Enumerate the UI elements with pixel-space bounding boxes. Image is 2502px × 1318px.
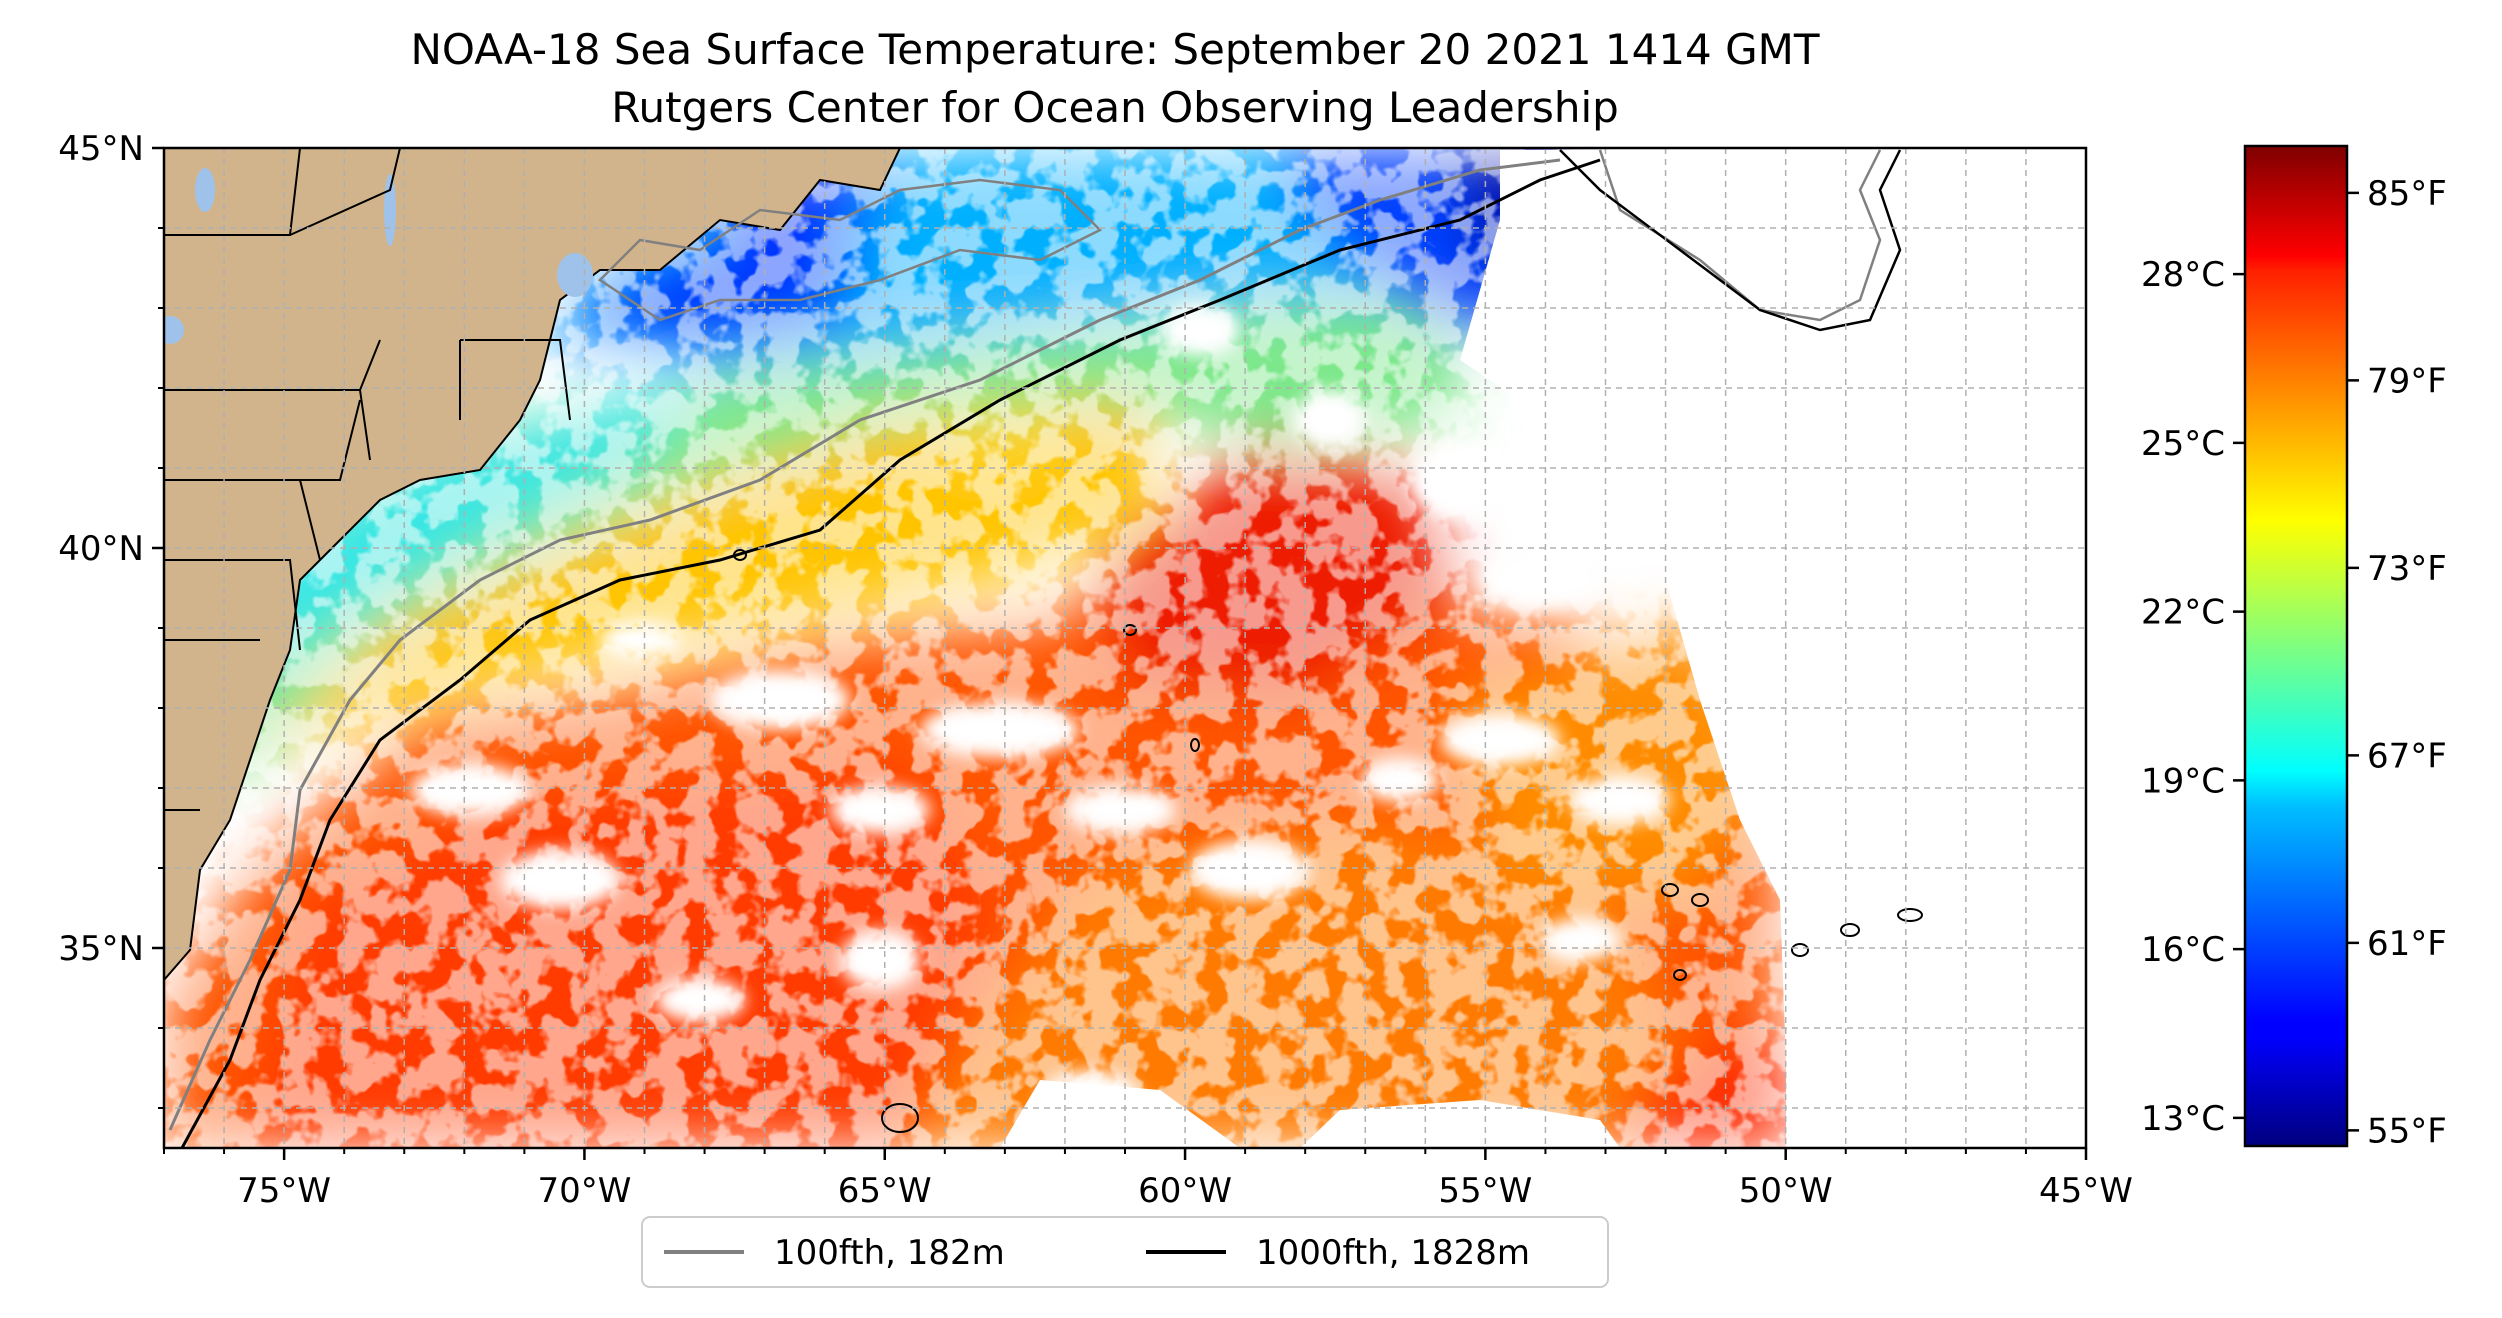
colorbar-fahrenheit-label: 61°F [2367,924,2447,964]
land-nova-scotia [1560,148,2086,320]
y-tick-label: 45°N [58,129,144,169]
lake [384,174,396,246]
legend-label-100fth: 100fth, 182m [774,1233,1005,1273]
contour-100fth-gom [598,178,1103,322]
legend-box [641,1216,1609,1288]
colorbar-frame [2243,144,2349,1148]
x-tick-label: 70°W [537,1171,631,1211]
x-tick-label: 55°W [1438,1171,1532,1211]
colorbar-fahrenheit-label: 73°F [2367,549,2447,589]
land-north-america [164,148,902,982]
state-borders [164,148,571,811]
colorbar-celsius-ticks: 28°C 25°C 22°C 19°C 16°C 13°C [2141,255,2245,1139]
contour-100fth-grand-banks [1598,149,1882,322]
colorbar-celsius-label: 22°C [2141,593,2225,633]
lake [557,253,593,297]
legend-label-1000fth: 1000fth, 1828m [1256,1233,1530,1273]
x-tick-label: 65°W [838,1171,932,1211]
legend: 100fth, 182m 1000fth, 1828m [641,1216,1609,1288]
colorbar-fahrenheit-label: 55°F [2367,1111,2447,1151]
colorbar: 28°C 25°C 22°C 19°C 16°C 13°C 85°F 79°F 73°F 67°… [2141,144,2447,1151]
chart-title-line2: Rutgers Center for Ocean Observing Leade… [611,83,1619,132]
colorbar-fahrenheit-ticks: 85°F 79°F 73°F 67°F 61°F 55°F [2347,174,2447,1151]
y-tick-label: 40°N [58,529,144,569]
x-tick-label: 75°W [237,1171,331,1211]
x-axis: 75°W 70°W 65°W 60°W 55°W 50°W 45°W [163,1148,2133,1211]
colorbar-celsius-label: 13°C [2141,1099,2225,1139]
colorbar-fahrenheit-label: 67°F [2367,736,2447,776]
x-tick-label: 45°W [2039,1171,2133,1211]
colorbar-celsius-label: 16°C [2141,930,2225,970]
seamounts [733,549,1923,1133]
colorbar-celsius-label: 25°C [2141,424,2225,464]
y-axis: 45°N 40°N 35°N [58,129,164,1109]
contour-1000fth [180,158,1601,1148]
gridlines [164,148,2086,1148]
colorbar-fahrenheit-label: 85°F [2367,174,2447,214]
colorbar-gradient [2245,146,2347,1146]
lake [195,168,215,212]
contour-1000fth-grand-banks [1559,149,1902,332]
lake [164,316,184,344]
y-tick-label: 35°N [58,929,144,969]
colorbar-celsius-label: 19°C [2141,761,2225,801]
contour-100fth [168,158,1561,1131]
x-tick-label: 50°W [1739,1171,1833,1211]
colorbar-celsius-label: 28°C [2141,255,2225,295]
colorbar-fahrenheit-label: 79°F [2367,361,2447,401]
chart-title-line1: NOAA-18 Sea Surface Temperature: Septemb… [410,25,1819,74]
x-tick-label: 60°W [1138,1171,1232,1211]
